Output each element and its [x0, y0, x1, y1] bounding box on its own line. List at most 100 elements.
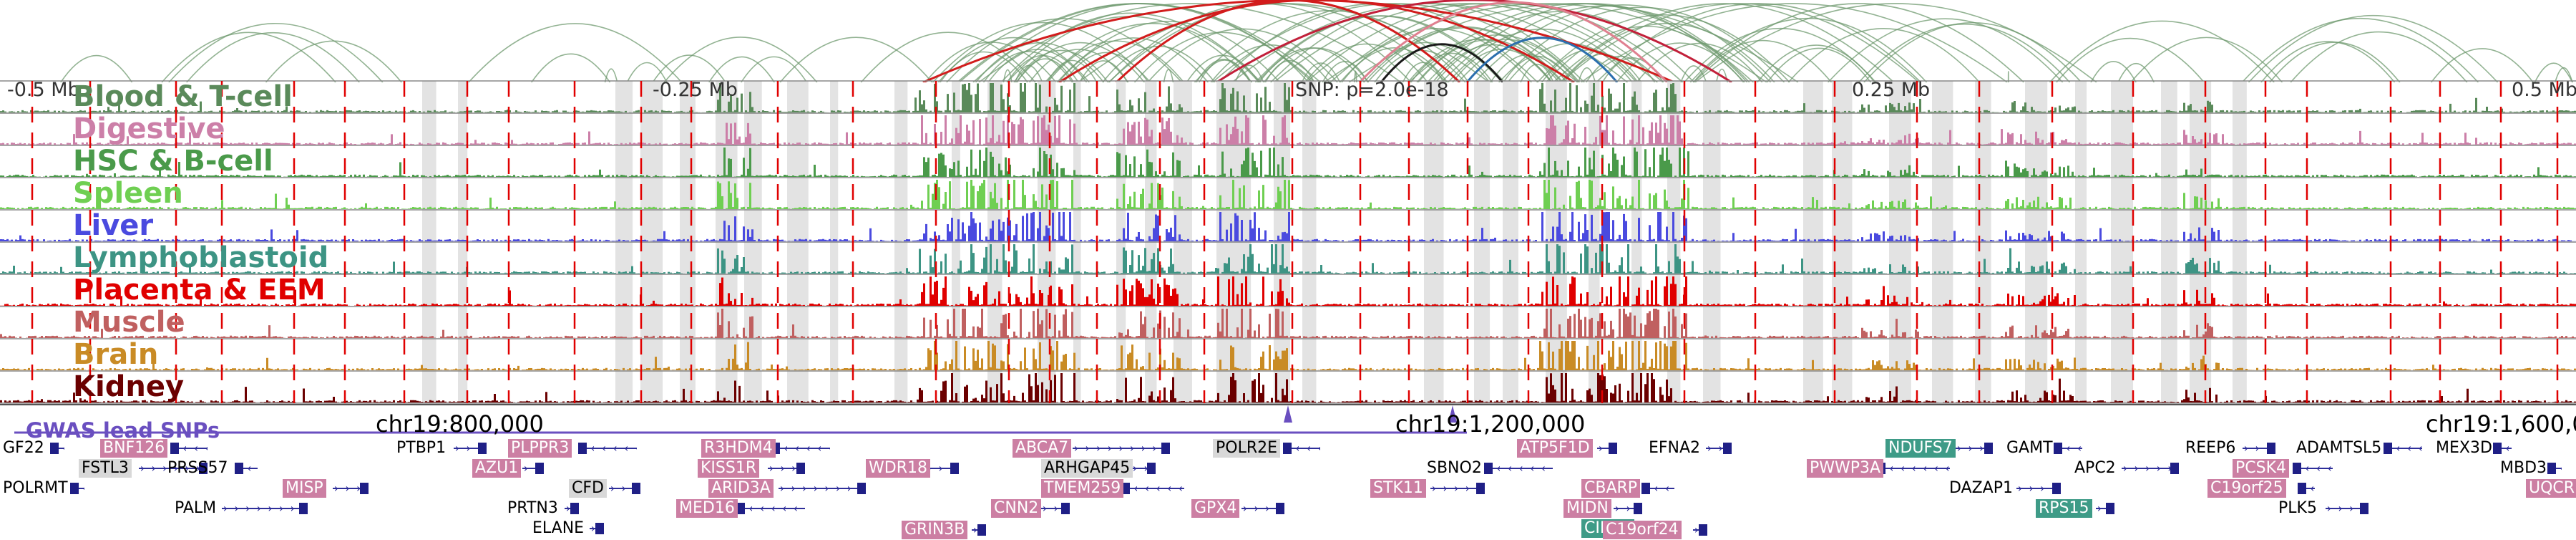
gene[interactable]: ››››››››››››››››››››››››››››››NDUFS7: [1885, 438, 1993, 458]
exon: [50, 443, 59, 454]
track-label: HSC & B-cell: [73, 147, 273, 175]
gene[interactable]: ‹‹‹‹‹‹‹‹‹‹‹‹‹‹‹‹‹‹‹‹‹‹‹‹‹‹‹‹‹‹MED16: [676, 498, 805, 519]
gene[interactable]: ‹‹‹‹‹‹‹‹‹‹‹‹‹‹‹‹‹‹‹‹‹‹‹‹‹‹‹‹‹‹PWWP3A: [1807, 458, 1950, 478]
gene[interactable]: ››››››››››››››››››››››››››››››CNN2: [991, 498, 1070, 519]
gene[interactable]: ››››››››››››››››››››››››››››››REEP6: [2182, 438, 2275, 458]
gene[interactable]: ‹‹‹‹‹‹‹‹‹‹‹‹‹‹‹‹‹‹‹‹‹‹‹‹‹‹‹‹‹‹C19orf25: [2207, 478, 2315, 498]
gene[interactable]: ››››››››››››››››››››››››››››››PRTN3: [504, 498, 562, 519]
exon: [857, 483, 866, 494]
gene[interactable]: ‹‹‹‹‹‹‹‹‹‹‹‹‹‹‹‹‹‹‹‹‹‹‹‹‹‹‹‹‹‹TMEM259: [1041, 478, 1184, 498]
gene-name: FSTL3: [79, 459, 132, 478]
gene-name: MIDN: [1563, 499, 1611, 518]
gene-name: UQCR: [2526, 479, 2576, 498]
gene[interactable]: ››››››››››››››››››››››››››››››STK11: [1370, 478, 1485, 498]
gene[interactable]: ››››››››››››››››››››››››››››››PTBP1: [394, 438, 487, 458]
exon: [2384, 443, 2392, 454]
gene[interactable]: ››››››››››››››››››››››››››››››CFD: [569, 478, 640, 498]
gene[interactable]: ››››››››››››››››››››››››››››››WDR18: [866, 458, 959, 478]
gene-name: MBD3: [2497, 459, 2550, 478]
gene-name: PTBP1: [394, 439, 449, 458]
gene[interactable]: ‹‹‹‹‹‹‹‹‹‹‹‹‹‹‹‹‹‹‹‹‹‹‹‹‹‹‹‹‹‹UQCR: [2526, 478, 2576, 498]
coord-label-center: chr19:1,200,000: [1395, 410, 1585, 438]
exon: [2106, 503, 2114, 514]
exon: [478, 443, 487, 454]
exon: [977, 524, 986, 536]
gene[interactable]: ››››››››››››››››››››››››››››››ELANE: [530, 519, 597, 539]
gene[interactable]: ‹‹‹‹‹‹‹‹‹‹‹‹‹‹‹‹‹‹‹‹‹‹‹‹‹‹‹‹‹‹PCSK4: [2233, 458, 2333, 478]
gene[interactable]: ››››››››››››››››››››››››››››››MISP: [283, 478, 369, 498]
scale-label-right: 0.5 Mb: [2512, 79, 2576, 101]
gene[interactable]: ‹‹‹‹‹‹‹‹‹‹‹‹‹‹‹‹‹‹‹‹‹‹‹‹‹‹‹‹‹‹SBNO2: [1424, 458, 1553, 478]
exon: [2298, 483, 2306, 494]
gene[interactable]: ››››››››››››››››››››››››››››››RPS15: [2036, 498, 2114, 519]
gene[interactable]: ‹‹‹‹‹‹‹‹‹‹‹‹‹‹‹‹‹‹‹‹‹‹‹‹‹‹‹‹‹‹PRSS57: [165, 458, 258, 478]
gene[interactable]: ‹‹‹‹‹‹‹‹‹‹‹‹‹‹‹‹‹‹‹‹‹‹‹‹‹‹‹‹‹‹CBARP: [1581, 478, 1674, 498]
gene[interactable]: ››››››››››››››››››››››››››››››MIDN: [1563, 498, 1642, 519]
track-label: Liver: [73, 211, 153, 240]
gene-name: CBARP: [1581, 479, 1640, 498]
gene[interactable]: ››››››››››››››››››››››››››››››PALM: [172, 498, 308, 519]
exon: [235, 463, 243, 474]
track-label: Brain: [73, 340, 158, 369]
gene-name: AZU1: [472, 459, 521, 478]
exon: [1147, 463, 1156, 474]
gene-name: EFNA2: [1646, 439, 1703, 458]
exon: [1283, 443, 1292, 454]
gene[interactable]: ‹‹‹‹‹‹‹‹‹‹‹‹‹‹‹‹‹‹‹‹‹‹‹‹‹‹‹‹‹‹R3HDM4: [701, 438, 830, 458]
gene[interactable]: ‹‹‹‹‹‹‹‹‹‹‹‹‹‹‹‹‹‹‹‹‹‹‹‹‹‹‹‹‹‹POLRMT: [0, 478, 79, 498]
gene[interactable]: ‹‹‹‹‹‹‹‹‹‹‹‹‹‹‹‹‹‹‹‹‹‹‹‹‹‹‹‹‹‹MEX3D: [2433, 438, 2512, 458]
gene-name: TMEM259: [1041, 479, 1123, 498]
exon: [535, 463, 544, 474]
strand-arrows: ‹‹‹‹‹‹‹‹‹‹‹‹‹‹‹‹‹‹‹‹‹‹‹‹‹‹‹‹‹‹: [1484, 458, 1553, 478]
exon: [360, 483, 369, 494]
gene[interactable]: ‹‹‹‹‹‹‹‹‹‹‹‹‹‹‹‹‹‹‹‹‹‹‹‹‹‹‹‹‹‹BNF126: [100, 438, 208, 458]
gene[interactable]: ››››››››››››››››››››››››››››››EFNA2: [1646, 438, 1732, 458]
gene[interactable]: ‹‹‹‹‹‹‹‹‹‹‹‹‹‹‹‹‹‹‹‹‹‹‹‹‹‹‹‹‹‹GAMT: [2004, 438, 2082, 458]
gene[interactable]: ‹‹‹‹‹‹‹‹‹‹‹‹‹‹‹‹‹‹‹‹‹‹‹‹‹‹‹‹‹‹POLR2E: [1213, 438, 1320, 458]
gene[interactable]: ››››››››››››››››››››››››››››››APC2: [2072, 458, 2179, 478]
gene-name: R3HDM4: [701, 439, 776, 458]
strand-arrows: ‹‹‹‹‹‹‹‹‹‹‹‹‹‹‹‹‹‹‹‹‹‹‹‹‹‹‹‹‹‹: [736, 498, 805, 519]
exon: [2267, 443, 2275, 454]
gene-name: MISP: [283, 479, 326, 498]
gene-name: PLK5: [2275, 499, 2320, 518]
gene[interactable]: ››››››››››››››››››››››››››››››GPX4: [1191, 498, 1284, 519]
gene[interactable]: ››››››››››››››››››››››››››››››ATP5F1D: [1517, 438, 1617, 458]
gene-name: ELANE: [530, 519, 587, 538]
gene[interactable]: ››››››››››››››››››››››››››››››ABCA7: [1013, 438, 1170, 458]
scale-label-mid-left: -0.25 Mb: [653, 79, 738, 101]
gene[interactable]: ››››››››››››››››››››››››››››››DAZAP1: [1946, 478, 2061, 498]
gene-name: GRIN3B: [902, 521, 967, 539]
gene[interactable]: ››››››››››››››››››››››››››››››ARHGAP45: [1041, 458, 1156, 478]
gene[interactable]: ››››››››››››››››››››››››››››››ARID3A: [708, 478, 866, 498]
gene-name: PALM: [172, 499, 219, 518]
gene[interactable]: ‹‹‹‹‹‹‹‹‹‹‹‹‹‹‹‹‹‹‹‹‹‹‹‹‹‹‹‹‹‹MBD3: [2497, 458, 2562, 478]
exon: [570, 503, 579, 514]
gene[interactable]: ››››››››››››››››››››››››››››››KISS1R: [698, 458, 805, 478]
gene[interactable]: ››››››››››››››››››››››››››››››AZU1: [472, 458, 544, 478]
strand-arrows: ‹‹‹‹‹‹‹‹‹‹‹‹‹‹‹‹‹‹‹‹‹‹‹‹‹‹‹‹‹‹: [771, 438, 830, 458]
gene[interactable]: ‹‹‹‹‹‹‹‹‹‹‹‹‹‹‹‹‹‹‹‹‹‹‹‹‹‹‹‹‹‹PLPPR3: [508, 438, 637, 458]
strand-arrows: ‹‹‹‹‹‹‹‹‹‹‹‹‹‹‹‹‹‹‹‹‹‹‹‹‹‹‹‹‹‹: [1877, 458, 1950, 478]
gene-name: ADAMTSL5: [2293, 439, 2384, 458]
track-label: Lymphoblastoid: [73, 244, 328, 272]
gene-name: CNN2: [991, 499, 1041, 518]
exon: [2293, 463, 2301, 474]
snp-pvalue-label: SNP: p=2.0e-18: [1295, 79, 1449, 101]
exon: [950, 463, 959, 474]
gene[interactable]: ‹‹‹‹‹‹‹‹‹‹‹‹‹‹‹‹‹‹‹‹‹‹‹‹‹‹‹‹‹‹ADAMTSL5: [2293, 438, 2422, 458]
gene[interactable]: ››››››››››››››››››››››››››››››PLK5: [2275, 498, 2368, 519]
exon: [1634, 503, 1642, 514]
gene[interactable]: ‹‹‹‹‹‹‹‹‹‹‹‹‹‹‹‹‹‹‹‹‹‹‹‹‹‹‹‹‹‹GF22: [0, 438, 43, 458]
gene-name: STK11: [1370, 479, 1426, 498]
gene-name: GAMT: [2004, 439, 2056, 458]
exon: [1476, 483, 1485, 494]
exon: [595, 523, 604, 534]
strand-arrows: ››››››››››››››››››››››››››››››: [1073, 438, 1170, 458]
gene-name: GF22: [0, 439, 47, 458]
gene-name: POLR2E: [1213, 439, 1280, 458]
exon: [1161, 443, 1170, 454]
scale-label-mid-right: 0.25 Mb: [1852, 79, 1930, 101]
gene-name: RPS15: [2036, 499, 2092, 518]
